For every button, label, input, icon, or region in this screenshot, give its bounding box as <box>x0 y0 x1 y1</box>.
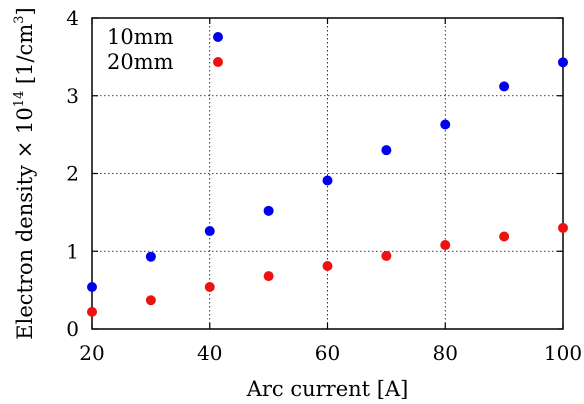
data-point-0 <box>204 226 215 237</box>
y-tick-label: 4 <box>66 6 79 30</box>
data-point-0 <box>87 282 97 293</box>
data-point-1 <box>263 271 274 282</box>
data-point-0 <box>558 57 568 68</box>
y-axis-label-unit-exponent: 3 <box>12 15 27 23</box>
y-tick-label: 0 <box>66 317 79 341</box>
data-point-1 <box>499 231 510 242</box>
data-point-0 <box>381 145 392 156</box>
legend-label: 10mm <box>107 25 174 49</box>
data-point-0 <box>322 175 333 186</box>
data-point-1 <box>204 282 215 293</box>
data-point-1 <box>145 295 156 306</box>
data-point-1 <box>440 240 451 251</box>
data-point-0 <box>499 81 510 92</box>
grid-lines <box>92 18 563 329</box>
data-point-0 <box>145 251 156 262</box>
y-tick-label: 1 <box>66 239 79 263</box>
y-tick-label: 3 <box>66 84 79 108</box>
x-tick-label: 100 <box>544 341 582 365</box>
data-point-0 <box>440 119 451 130</box>
x-axis-label: Arc current [A] <box>246 377 409 401</box>
axis-ticks: 20 40 60 80 100 0 1 2 3 4 <box>66 6 582 365</box>
x-tick-label: 60 <box>315 341 340 365</box>
y-axis-label-prefix: Electron density × 10 <box>13 107 37 339</box>
legend-label: 20mm <box>107 50 174 74</box>
x-tick-label: 80 <box>433 341 458 365</box>
data-point-1 <box>381 250 392 261</box>
data-point-1 <box>322 261 333 272</box>
data-point-0 <box>263 205 274 216</box>
y-axis-label-exponent: 14 <box>12 91 27 108</box>
y-axis-label-unit-open: [1/cm <box>13 24 37 91</box>
data-point-1 <box>87 306 97 317</box>
data-points <box>87 57 568 317</box>
legend-marker <box>213 57 223 67</box>
legend-marker <box>213 32 223 42</box>
y-axis-label-unit-close: ] <box>13 7 37 15</box>
y-tick-label: 2 <box>66 162 79 186</box>
x-tick-label: 20 <box>79 341 104 365</box>
y-axis-label: Electron density × 1014 [1/cm3] <box>12 7 37 339</box>
x-tick-label: 40 <box>197 341 222 365</box>
data-point-1 <box>558 222 568 233</box>
